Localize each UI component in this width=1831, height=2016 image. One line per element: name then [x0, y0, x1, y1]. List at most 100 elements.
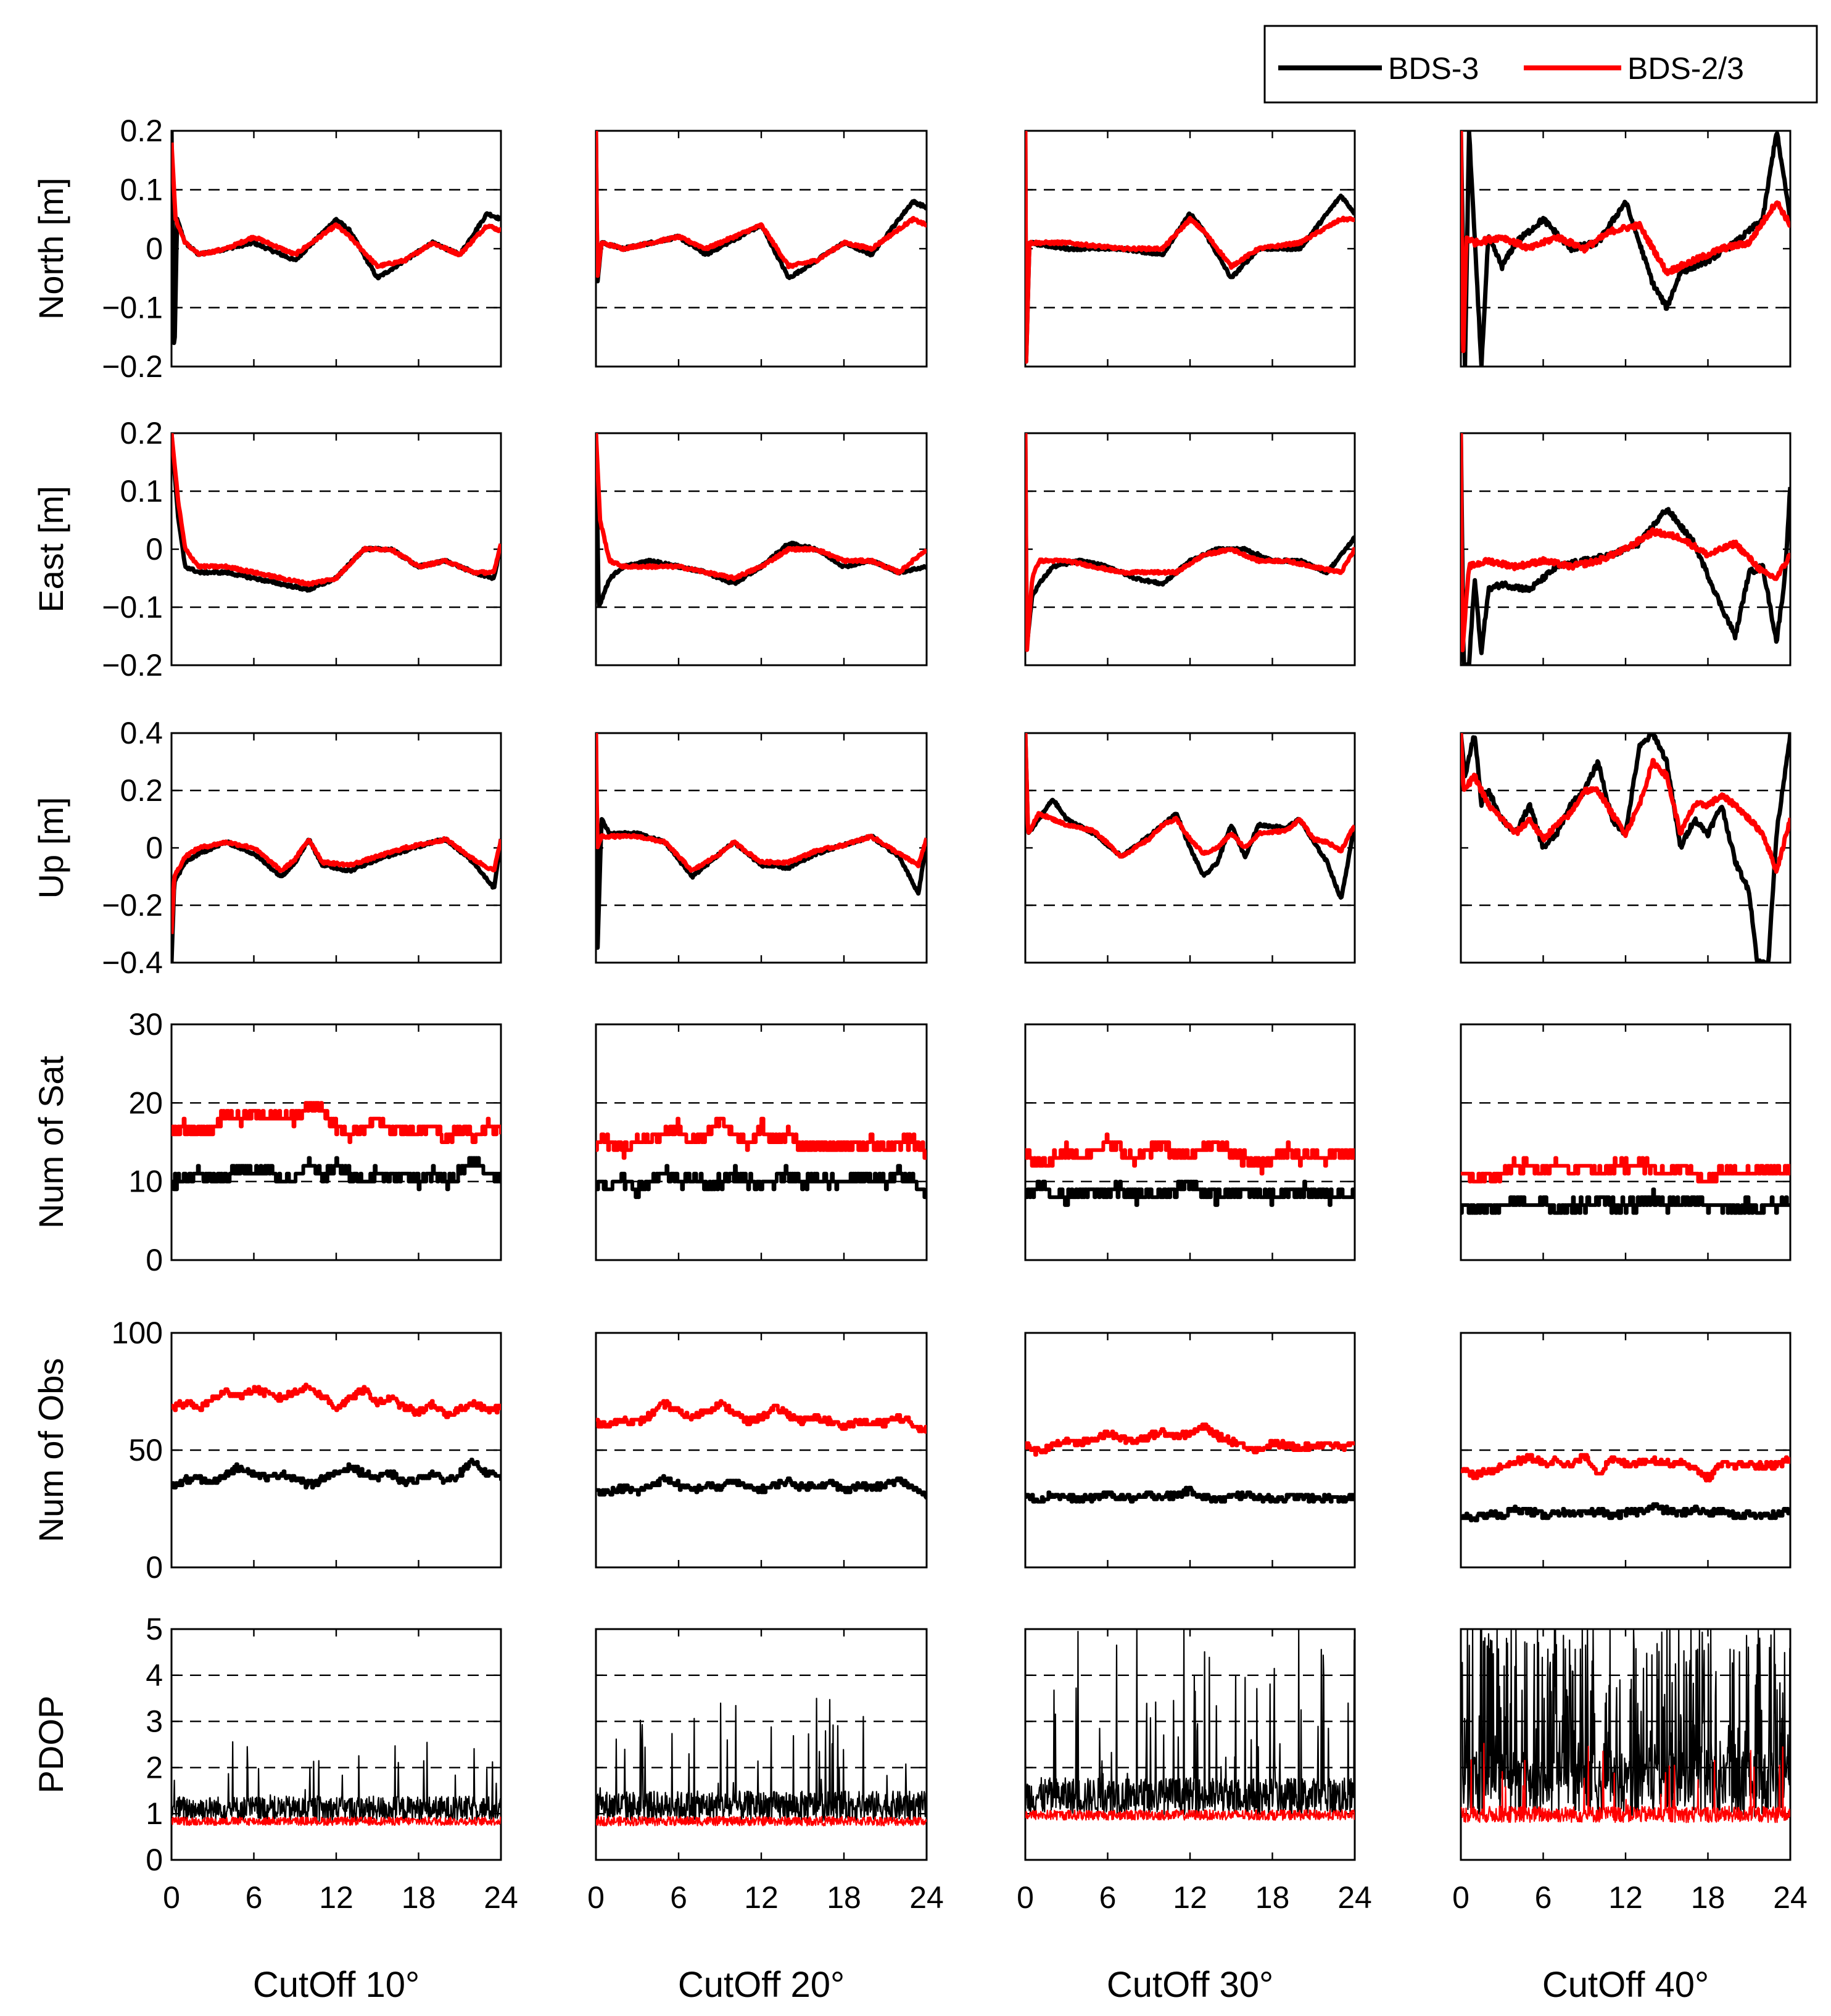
y-axis-label: East [m]	[31, 486, 70, 612]
x-tick-label: 6	[670, 1880, 687, 1915]
series-line-bds23	[596, 733, 927, 873]
y-tick-label: 1	[146, 1796, 163, 1831]
series-group	[596, 1116, 927, 1200]
x-tick-label: 6	[246, 1880, 263, 1915]
panel-east-3	[1024, 432, 1356, 666]
y-tick-label: 0	[146, 1243, 163, 1277]
x-tick-label: 24	[484, 1880, 518, 1915]
x-tick-label: 0	[1017, 1880, 1034, 1915]
series-line-bds3	[1025, 1179, 1355, 1207]
y-tick-label: 30	[128, 1007, 163, 1042]
column-label: CutOff 40°	[1542, 1965, 1709, 2005]
series-group	[1025, 733, 1355, 900]
panel-east-4	[1460, 432, 1792, 666]
y-tick-label: −0.1	[102, 590, 163, 624]
series-group	[1025, 131, 1355, 364]
y-tick-label: 0	[146, 1843, 163, 1877]
series-line-bds23	[1461, 733, 1790, 874]
series-line-bds23	[172, 1101, 501, 1144]
series-group	[172, 836, 501, 963]
series-line-bds23	[596, 433, 927, 582]
series-line-bds23	[172, 142, 501, 269]
legend: BDS-3 BDS-2/3	[1263, 25, 1818, 104]
x-tick-label: 0	[163, 1880, 180, 1915]
legend-label-bds23: BDS-2/3	[1627, 51, 1744, 86]
x-tick-label: 0	[587, 1880, 605, 1915]
y-tick-label: 50	[128, 1433, 163, 1467]
y-tick-label: −0.2	[102, 648, 163, 682]
series-group	[172, 1382, 501, 1490]
series-group	[596, 433, 927, 608]
y-tick-label: −0.2	[102, 349, 163, 384]
axes-frame	[170, 1628, 502, 1861]
series-line-bds3	[596, 1164, 927, 1200]
series-line-bds23	[172, 1816, 501, 1827]
y-axis-label: North [m]	[31, 178, 70, 320]
axes-frame	[170, 1332, 502, 1569]
y-tick-label: 0.4	[120, 716, 163, 750]
y-tick-label: 0.2	[120, 773, 163, 808]
panel-north-1: 0.2 0.1 0 −0.1 −0.2	[102, 114, 502, 384]
series-group	[172, 131, 501, 346]
panel-up-2	[595, 732, 928, 964]
panel-pdop-1: 5 4 3 2 1 00 6 12 18 24 CutOff 10°	[146, 1612, 518, 2005]
x-tick-label: 24	[1773, 1880, 1808, 1915]
series-group	[1025, 433, 1355, 652]
panel-up-1: 0.4 0.2 0 −0.2 −0.4	[102, 716, 502, 980]
panel-sat-4	[1460, 1023, 1792, 1261]
series-group	[596, 733, 927, 950]
y-tick-label: 5	[146, 1612, 163, 1646]
column-label: CutOff 20°	[678, 1965, 845, 2005]
y-tick-label: 0	[146, 532, 163, 566]
panel-obs-2	[595, 1332, 928, 1569]
series-line-bds3	[172, 1156, 501, 1192]
series-group	[1461, 131, 1790, 367]
y-tick-label: 0.1	[120, 173, 163, 207]
axes-frame	[595, 1332, 928, 1569]
column-label: CutOff 10°	[253, 1965, 420, 2005]
series-group	[1461, 1629, 1790, 1823]
series-line-bds23	[1025, 1132, 1355, 1176]
y-axis-label: Num of Sat	[31, 1056, 70, 1229]
series-group	[1461, 433, 1790, 665]
x-tick-label: 18	[1255, 1880, 1290, 1915]
series-line-bds3	[1025, 131, 1355, 364]
axes-frame	[1024, 1628, 1356, 1861]
y-axis-label: Up [m]	[31, 797, 70, 899]
series-line-bds23	[1025, 131, 1355, 364]
series-group	[596, 131, 927, 284]
series-line-bds3	[1461, 1629, 1790, 1817]
series-line-bds23	[172, 1382, 501, 1419]
y-tick-label: 20	[128, 1085, 163, 1120]
y-tick-label: 0.2	[120, 114, 163, 148]
series-line-bds3	[596, 1474, 927, 1500]
panel-pdop-2: 0 6 12 18 24 CutOff 20°	[587, 1628, 944, 2005]
x-tick-label: 24	[909, 1880, 944, 1915]
series-line-bds23	[172, 836, 501, 934]
y-tick-label: 2	[146, 1750, 163, 1785]
series-line-bds3	[172, 1458, 501, 1490]
panel-north-3	[1024, 130, 1356, 368]
series-line-bds23	[596, 1399, 927, 1434]
series-line-bds23	[1461, 433, 1790, 653]
panel-sat-3	[1024, 1023, 1356, 1261]
panel-pdop-4: 0 6 12 18 24 CutOff 40°	[1452, 1628, 1808, 2005]
panel-pdop-3: 0 6 12 18 24 CutOff 30°	[1017, 1628, 1372, 2005]
axes-frame	[1460, 1332, 1792, 1569]
panel-sat-2	[595, 1023, 928, 1261]
y-tick-label: 0.2	[120, 416, 163, 450]
y-tick-label: 4	[146, 1658, 163, 1693]
axes-frame	[1024, 432, 1356, 666]
x-tick-label: 0	[1452, 1880, 1469, 1915]
panel-up-4	[1460, 732, 1792, 964]
x-tick-label: 18	[827, 1880, 861, 1915]
x-tick-label: 18	[402, 1880, 436, 1915]
series-line-bds3	[172, 1741, 501, 1822]
series-group	[1025, 1629, 1355, 1821]
y-tick-label: 0.1	[120, 474, 163, 508]
series-group	[1461, 733, 1790, 963]
series-line-bds23	[172, 433, 501, 587]
panel-sat-1: 30 20 10 0	[128, 1007, 502, 1277]
series-line-bds23	[1461, 1743, 1790, 1823]
